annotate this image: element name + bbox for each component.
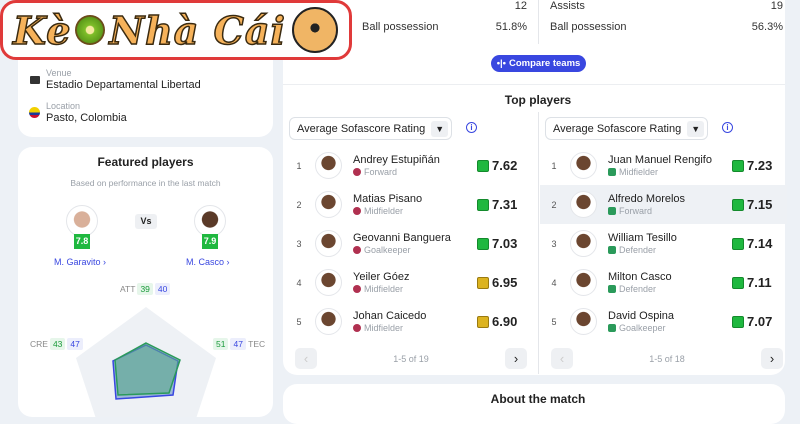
team-badge-icon [608, 285, 616, 293]
rating-badge: 7.8 [74, 234, 90, 249]
site-logo: Kè Nhà Cái [0, 0, 352, 60]
right-metric-dropdown[interactable]: Average Sofascore Rating ▼ [545, 117, 709, 140]
stat-value: 19 [770, 0, 783, 12]
info-icon[interactable]: i [466, 122, 477, 133]
rating-color-icon [477, 237, 489, 250]
player-row[interactable]: 3 Geovanni Banguera Goalkeeper 7.03 [296, 230, 518, 257]
player-avatar [315, 269, 342, 296]
radar-cre-label: CRE 43 47 [30, 338, 83, 350]
featured-players-card: Featured players Based on performance in… [18, 147, 273, 417]
radar-chart [76, 307, 216, 417]
chevron-right-icon: › [226, 257, 230, 267]
next-page-button[interactable]: › [761, 348, 783, 369]
team-badge-icon [608, 168, 616, 176]
player-row[interactable]: 4 Yeiler Góez Midfielder 6.95 [296, 269, 518, 296]
rating-color-icon [477, 315, 489, 328]
team-badge-icon [353, 207, 361, 215]
team-badge-icon [353, 246, 361, 254]
about-match-card: About the match [283, 384, 785, 424]
divider [283, 84, 785, 85]
compare-teams-button[interactable]: •|• Compare teams [491, 55, 586, 72]
rating-color-icon [477, 159, 489, 172]
player-row[interactable]: 3 William Tesillo Defender 7.14 [551, 230, 773, 257]
next-page-button[interactable]: › [505, 348, 527, 369]
rating-color-icon [732, 159, 744, 172]
stat-label: Assists [550, 0, 585, 12]
rating-color-icon [732, 198, 744, 211]
venue-name: Estadio Departamental Libertad [46, 79, 201, 91]
colombia-flag-icon [29, 107, 40, 118]
rating-badge: 7.9 [202, 234, 218, 249]
caret-down-icon: ▼ [431, 120, 449, 137]
player-link[interactable]: M. Garavito › [54, 257, 107, 267]
kiwi-icon [75, 15, 106, 45]
team-badge-icon [608, 246, 616, 254]
stat-value: 51.8% [495, 21, 527, 33]
chevron-right-icon: › [103, 257, 107, 267]
player-avatar [315, 308, 342, 335]
compare-icon: •|• [496, 58, 507, 69]
player-row[interactable]: 2 Alfredo Morelos Forward 7.15 [540, 185, 787, 224]
player-row[interactable]: 5 Johan Caicedo Midfielder 6.90 [296, 308, 518, 335]
rating-color-icon [732, 237, 744, 250]
player-row[interactable]: 1 Juan Manuel Rengifo Midfielder 7.23 [551, 152, 773, 179]
player-avatar [315, 191, 342, 218]
player-row[interactable]: 2 Matias Pisano Midfielder 7.31 [296, 191, 518, 218]
rating-color-icon [477, 198, 489, 211]
left-metric-dropdown[interactable]: Average Sofascore Rating ▼ [289, 117, 453, 140]
caret-down-icon: ▼ [687, 120, 705, 137]
soccer-ball-icon [291, 7, 338, 53]
stadium-icon [30, 76, 40, 84]
team-badge-icon [608, 207, 616, 215]
player-row[interactable]: 1 Andrey Estupiñán Forward 7.62 [296, 152, 518, 179]
radar-p1 [114, 342, 181, 396]
player-avatar[interactable] [194, 205, 226, 237]
player-avatar [570, 191, 597, 218]
player-row[interactable]: 4 Milton Casco Defender 7.11 [551, 269, 772, 296]
player-avatar [570, 152, 597, 179]
player-avatar [315, 152, 342, 179]
rating-color-icon [732, 276, 744, 289]
divider [538, 112, 539, 374]
radar-att-label: ATT 39 40 [120, 283, 171, 295]
team-badge-icon [353, 285, 361, 293]
player-row[interactable]: 5 David Ospina Goalkeeper 7.07 [551, 308, 773, 335]
stat-value: 56.3% [751, 21, 783, 33]
prev-page-button[interactable]: ‹ [295, 348, 317, 369]
stat-value: 12 [514, 0, 527, 12]
prev-page-button[interactable]: ‹ [551, 348, 573, 369]
top-players-title: Top players [504, 93, 572, 107]
rating-color-icon [732, 315, 744, 328]
divider [538, 0, 539, 44]
player-avatar [570, 230, 597, 257]
player-avatar [570, 269, 597, 296]
team-badge-icon [608, 324, 616, 332]
player-link[interactable]: M. Casco › [186, 257, 230, 267]
stat-label: Ball possession [550, 21, 627, 33]
radar-tec-label: 51 47 TEC [211, 338, 265, 350]
info-icon[interactable]: i [722, 122, 733, 133]
team-badge-icon [353, 324, 361, 332]
team-badge-icon [353, 168, 361, 176]
rating-color-icon [477, 276, 489, 289]
location-name: Pasto, Colombia [46, 112, 127, 124]
stat-label: Ball possession [362, 21, 439, 33]
player-avatar [315, 230, 342, 257]
player-avatar [570, 308, 597, 335]
player-avatar[interactable] [66, 205, 98, 237]
